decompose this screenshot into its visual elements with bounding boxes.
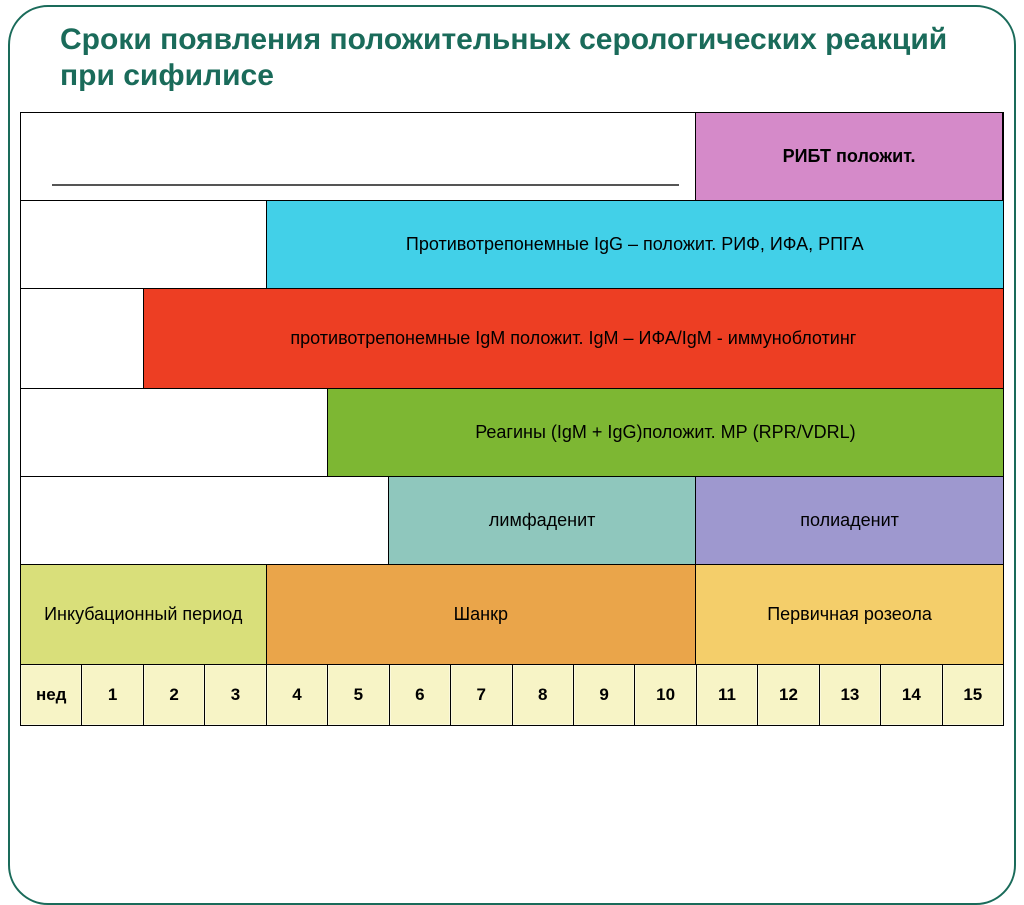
row-ribt: РИБТ положит. [21,113,1003,201]
empty-reagin [21,389,328,476]
row-igg: Противотрепонемные IgG – положит. РИФ, И… [21,201,1003,289]
week-15: 15 [943,665,1003,725]
week-9: 9 [574,665,635,725]
week-11: 11 [697,665,758,725]
week-3: 3 [205,665,266,725]
week-10: 10 [635,665,696,725]
slide-title: Сроки появления положительных серологиче… [20,10,1004,112]
week-5: 5 [328,665,389,725]
bar-lymph: лимфаденит [389,477,696,564]
week-14: 14 [881,665,942,725]
week-4: 4 [267,665,328,725]
week-13: 13 [820,665,881,725]
row-reagin: Реагины (IgM + IgG)положит. МР (RPR/VDRL… [21,389,1003,477]
week-6: 6 [390,665,451,725]
week-8: 8 [513,665,574,725]
bar-reagin: Реагины (IgM + IgG)положит. МР (RPR/VDRL… [328,389,1003,476]
bar-ribt: РИБТ положит. [696,113,1003,200]
week-axis: нед123456789101112131415 [21,665,1003,725]
week-12: 12 [758,665,819,725]
bar-igm: противотрепонемные IgM положит. IgM – ИФ… [144,289,1003,388]
row-adenitis: лимфаденитполиаденит [21,477,1003,565]
slide: Сроки появления положительных серологиче… [20,10,1004,726]
week-1: 1 [82,665,143,725]
timeline-chart: РИБТ положит.Противотрепонемные IgG – по… [20,112,1004,726]
row-underline [52,184,679,186]
week-7: 7 [451,665,512,725]
axis-label: нед [21,665,82,725]
empty-igg [21,201,267,288]
bar-chancre: Шанкр [267,565,697,664]
empty-aden [21,477,389,564]
row-igm: противотрепонемные IgM положит. IgM – ИФ… [21,289,1003,389]
week-2: 2 [144,665,205,725]
empty-ribt [21,113,696,200]
bar-poly: полиаденит [696,477,1003,564]
row-clinical: Инкубационный периодШанкрПервичная розео… [21,565,1003,665]
bar-roseola: Первичная розеола [696,565,1003,664]
bar-incubation: Инкубационный период [21,565,267,664]
empty-igm [21,289,144,388]
bar-igg: Противотрепонемные IgG – положит. РИФ, И… [267,201,1004,288]
